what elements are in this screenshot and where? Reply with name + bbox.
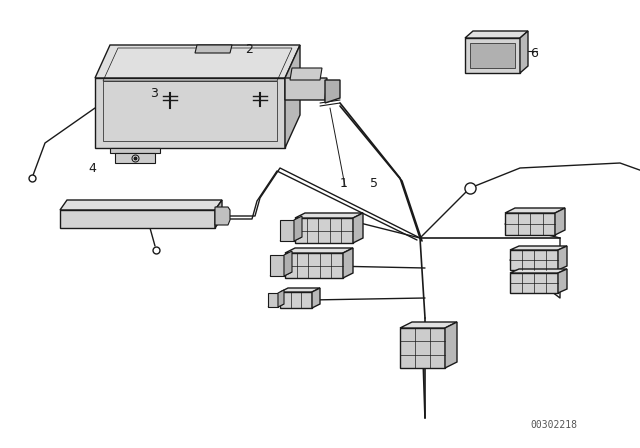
Polygon shape bbox=[505, 213, 555, 235]
Polygon shape bbox=[60, 200, 222, 210]
Text: 4: 4 bbox=[88, 161, 96, 175]
Polygon shape bbox=[268, 304, 284, 307]
Text: 2: 2 bbox=[245, 43, 253, 56]
Polygon shape bbox=[520, 31, 528, 73]
Polygon shape bbox=[558, 269, 567, 293]
Polygon shape bbox=[470, 43, 515, 68]
Polygon shape bbox=[280, 237, 302, 241]
Polygon shape bbox=[295, 213, 363, 218]
Polygon shape bbox=[284, 251, 292, 276]
Polygon shape bbox=[295, 218, 353, 243]
Polygon shape bbox=[285, 253, 343, 278]
Polygon shape bbox=[325, 80, 340, 103]
Polygon shape bbox=[215, 200, 222, 228]
Polygon shape bbox=[400, 322, 457, 328]
Text: 5: 5 bbox=[370, 177, 378, 190]
Polygon shape bbox=[280, 288, 320, 292]
Polygon shape bbox=[215, 207, 230, 225]
Polygon shape bbox=[280, 292, 312, 308]
Polygon shape bbox=[270, 272, 292, 276]
Polygon shape bbox=[285, 248, 353, 253]
Polygon shape bbox=[445, 322, 457, 368]
Polygon shape bbox=[465, 31, 528, 38]
Text: 6: 6 bbox=[530, 47, 538, 60]
Polygon shape bbox=[294, 216, 302, 241]
Polygon shape bbox=[353, 213, 363, 243]
Polygon shape bbox=[268, 293, 278, 307]
Polygon shape bbox=[110, 148, 160, 153]
Polygon shape bbox=[555, 208, 565, 235]
Text: 3: 3 bbox=[150, 86, 158, 99]
Polygon shape bbox=[285, 45, 300, 148]
Polygon shape bbox=[343, 248, 353, 278]
Polygon shape bbox=[95, 78, 285, 148]
Polygon shape bbox=[95, 45, 300, 78]
Polygon shape bbox=[115, 153, 155, 163]
Polygon shape bbox=[285, 78, 327, 100]
Polygon shape bbox=[278, 290, 284, 307]
Polygon shape bbox=[505, 208, 565, 213]
Polygon shape bbox=[60, 210, 215, 228]
Polygon shape bbox=[465, 38, 520, 73]
Polygon shape bbox=[270, 255, 284, 276]
Polygon shape bbox=[510, 273, 558, 293]
Polygon shape bbox=[400, 328, 445, 368]
Text: 00302218: 00302218 bbox=[530, 420, 577, 430]
Polygon shape bbox=[312, 288, 320, 308]
Polygon shape bbox=[280, 220, 294, 241]
Text: 1: 1 bbox=[340, 177, 348, 190]
Polygon shape bbox=[510, 269, 567, 273]
Polygon shape bbox=[558, 246, 567, 270]
Polygon shape bbox=[510, 246, 567, 250]
Polygon shape bbox=[195, 45, 232, 53]
Polygon shape bbox=[510, 250, 558, 270]
Polygon shape bbox=[290, 68, 322, 80]
